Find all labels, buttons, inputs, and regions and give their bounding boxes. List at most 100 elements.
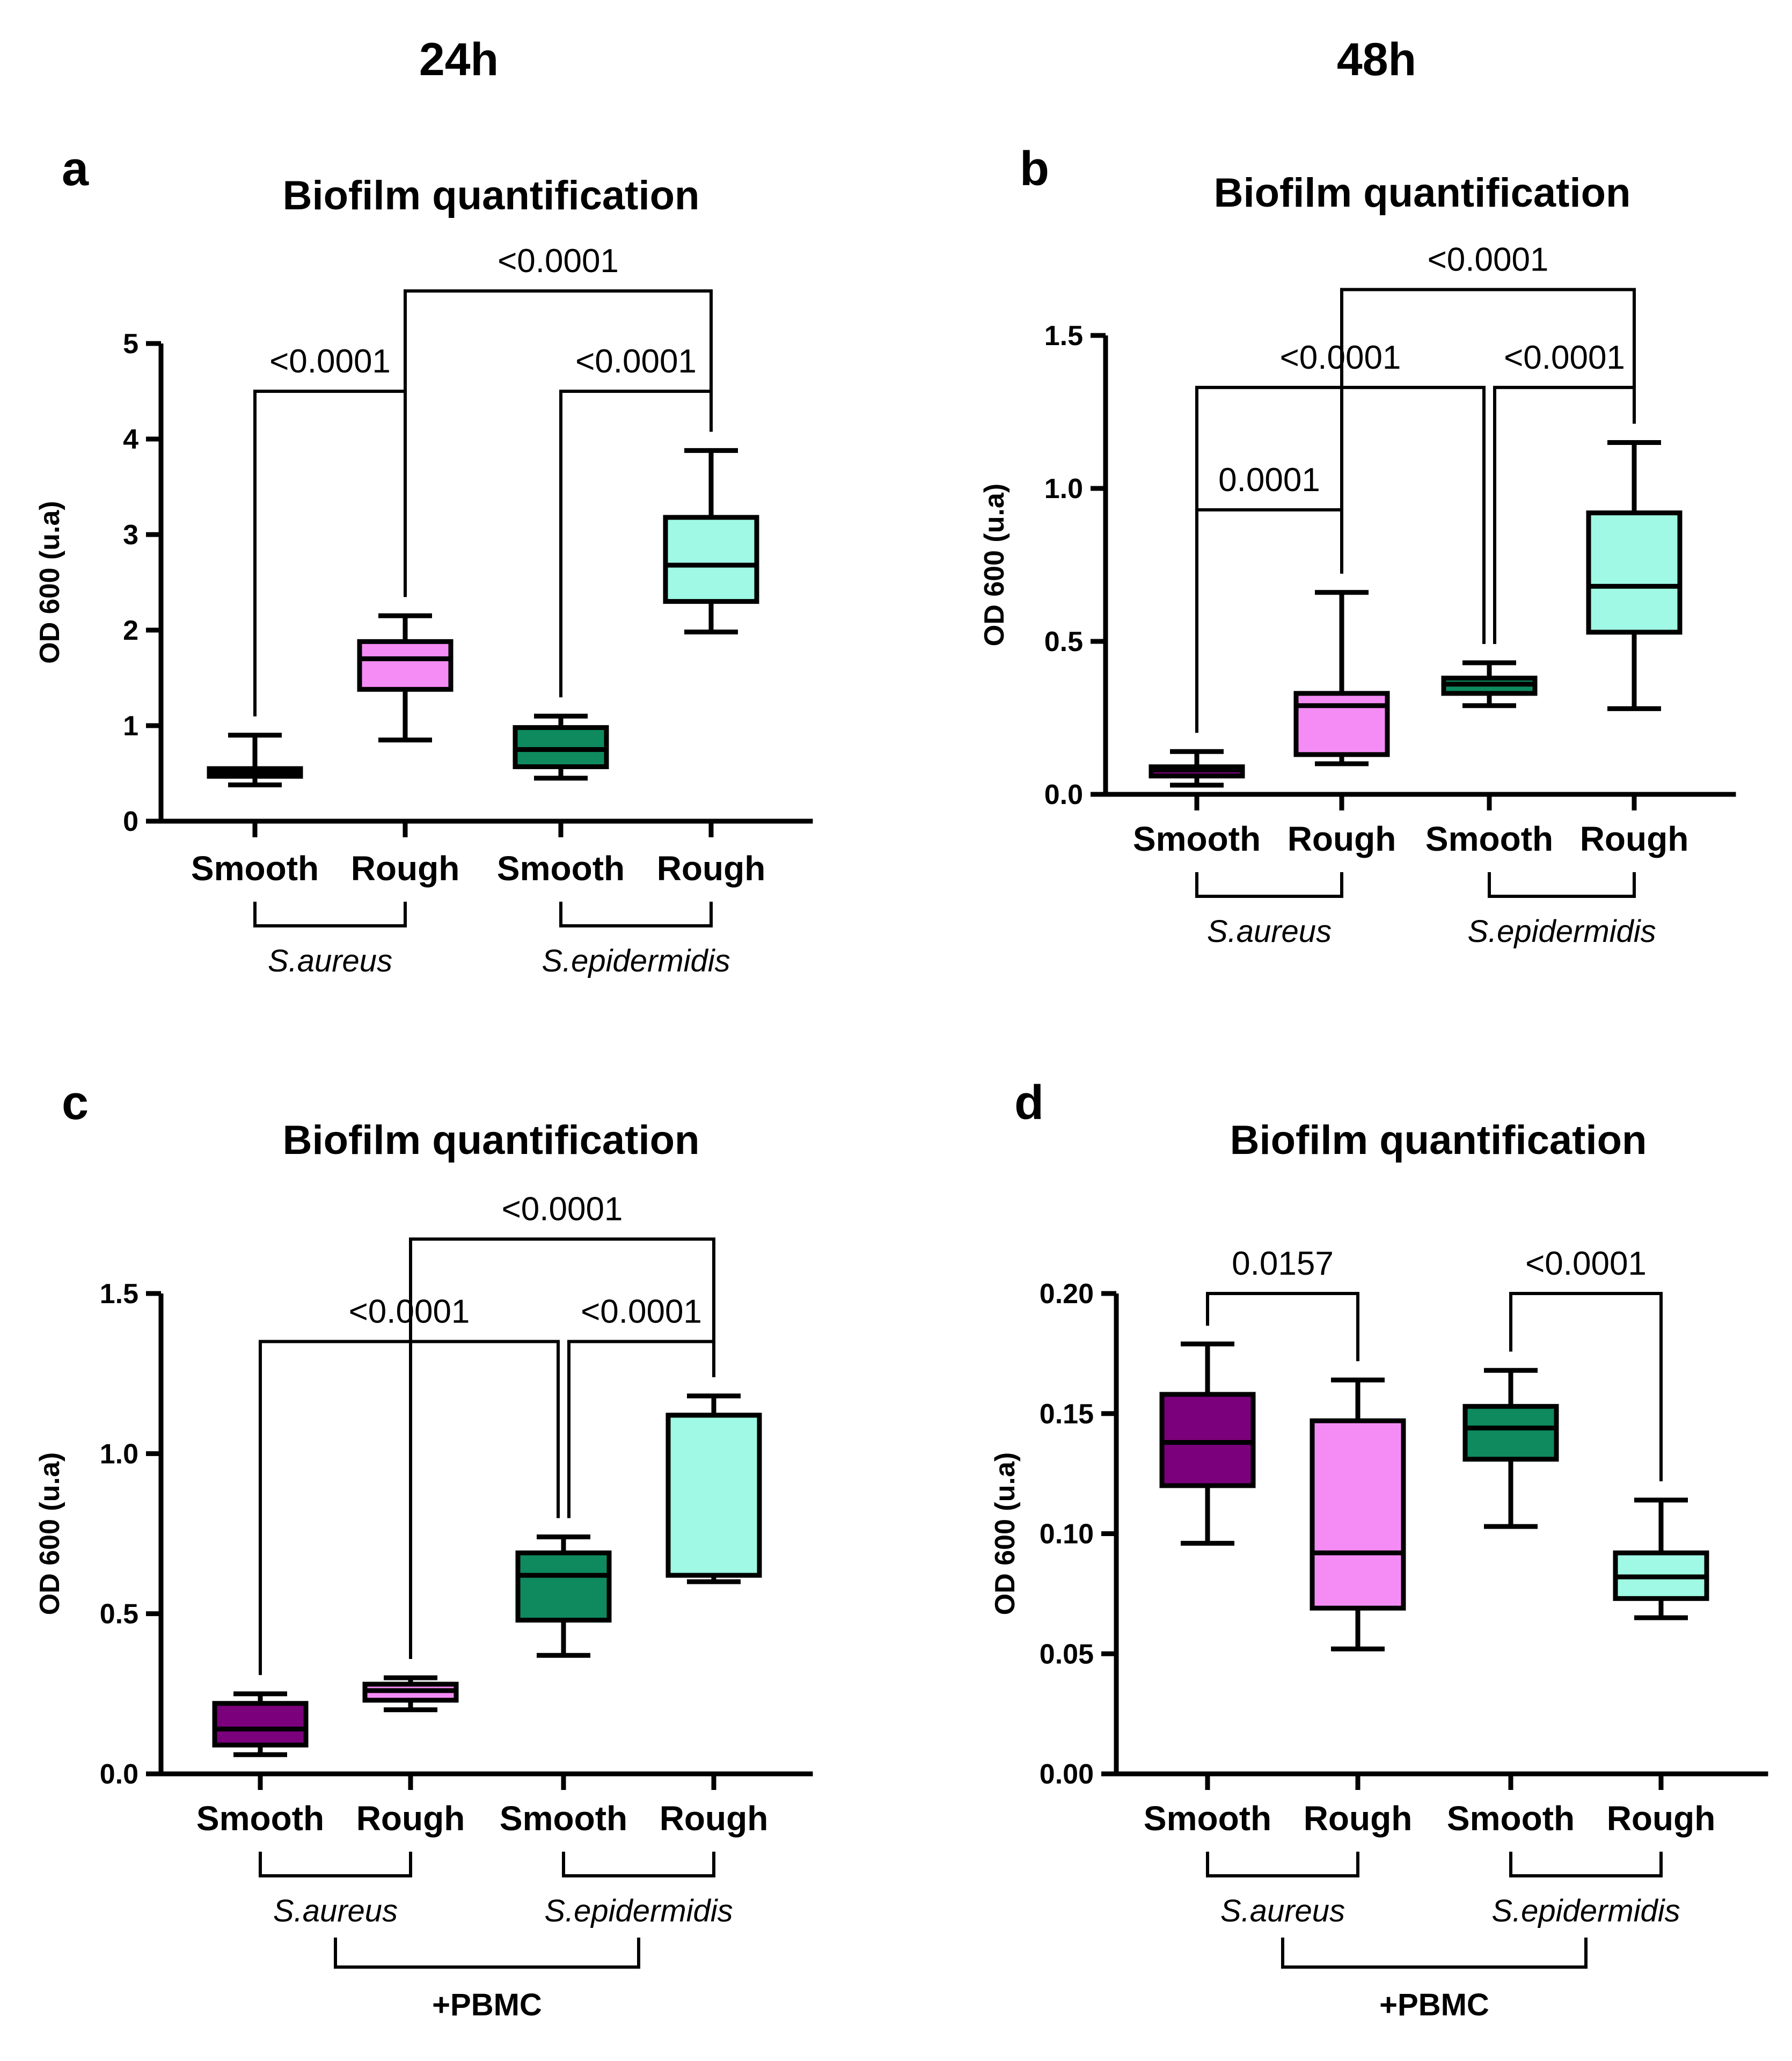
- group-bracket-line: [1195, 872, 1343, 898]
- bracket-line: [409, 1237, 715, 1659]
- y-tick-label: 0.10: [1040, 1519, 1094, 1550]
- p-value-label: <0.0001: [575, 343, 697, 380]
- box-smooth-2: [513, 713, 609, 781]
- y-axis-label: OD 600 (u.a): [990, 1452, 1021, 1615]
- pbmc-bracket-line: [1281, 1938, 1588, 1969]
- p-value-label: <0.0001: [269, 343, 391, 380]
- p-value-label: 0.0157: [1232, 1245, 1334, 1282]
- x-tick-label: Rough: [1304, 1799, 1413, 1838]
- box-rough-1: [357, 613, 454, 743]
- x-tick-label: Rough: [657, 849, 766, 888]
- group-bracket-line: [253, 902, 407, 927]
- box-rough-1: [1293, 590, 1390, 766]
- iqr-box: [357, 639, 454, 692]
- x-tick-label: Rough: [356, 1799, 465, 1838]
- x-tick-label: Smooth: [1144, 1799, 1271, 1838]
- chart-title: Biofilm quantification: [283, 1117, 700, 1163]
- x-tick-label: Smooth: [500, 1799, 627, 1838]
- box-smooth-0: [1159, 1341, 1256, 1546]
- x-tick-label: Rough: [660, 1799, 769, 1838]
- p-value-label: 0.0001: [1218, 462, 1320, 499]
- box-smooth-2: [515, 1534, 612, 1658]
- group-bracket: S.aureus: [253, 902, 407, 978]
- bracket-line: [1509, 1292, 1663, 1481]
- y-tick-label: 1.5: [1044, 320, 1083, 352]
- box-smooth-2: [1441, 660, 1538, 708]
- group-bracket-line: [1509, 1852, 1663, 1877]
- x-tick-label: Rough: [1607, 1799, 1716, 1838]
- panel-b: b Biofilm quantification OD 600 (u.a) 0.0 0.…: [979, 142, 1736, 949]
- y-tick-label: 0.0: [1044, 779, 1083, 810]
- iqr-box: [1293, 691, 1390, 757]
- group-label: S.epidermidis: [1467, 914, 1656, 949]
- y-tick-label: 0.5: [100, 1599, 138, 1630]
- y-axis-label: OD 600 (u.a): [34, 501, 65, 663]
- panel-label: c: [62, 1076, 89, 1130]
- column-header-48h: 48h: [1337, 34, 1416, 85]
- chart-title: Biofilm quantification: [283, 173, 700, 218]
- box-rough-3: [665, 1393, 762, 1584]
- iqr-box: [1310, 1418, 1406, 1611]
- iqr-box: [663, 515, 759, 604]
- group-label: S.aureus: [1220, 1894, 1345, 1928]
- box-smooth-0: [1149, 749, 1245, 788]
- y-tick-label: 1.5: [100, 1278, 138, 1310]
- iqr-box: [665, 1413, 762, 1578]
- p-value-label: <0.0001: [581, 1293, 702, 1331]
- group-bracket-line: [559, 902, 713, 927]
- group-label: S.epidermidis: [542, 944, 730, 978]
- x-tick-label: Smooth: [497, 849, 625, 888]
- iqr-box: [212, 1701, 309, 1748]
- panel-label: d: [1014, 1076, 1044, 1130]
- y-tick-label: 0.15: [1040, 1399, 1094, 1430]
- column-header-24h: 24h: [419, 34, 499, 85]
- group-bracket-line: [1206, 1852, 1359, 1877]
- group-bracket: S.epidermidis: [542, 902, 730, 978]
- y-tick-label: 0.05: [1040, 1639, 1094, 1670]
- significance-bracket: 0.0157: [1206, 1245, 1359, 1362]
- y-tick-label: 0.5: [1044, 626, 1083, 657]
- pbmc-label: +PBMC: [432, 1987, 542, 2022]
- group-bracket: S.aureus: [1195, 872, 1343, 949]
- y-axis-label: OD 600 (u.a): [34, 1452, 65, 1615]
- y-tick-label: 1.0: [100, 1438, 138, 1470]
- group-bracket: S.epidermidis: [1491, 1852, 1680, 1928]
- bracket-line: [1340, 288, 1636, 574]
- y-tick-label: 4: [123, 424, 138, 455]
- pbmc-bracket-line: [334, 1938, 640, 1969]
- x-tick-label: Rough: [1580, 820, 1689, 858]
- significance-bracket: <0.0001: [404, 243, 713, 597]
- iqr-box: [1462, 1404, 1559, 1462]
- pbmc-bracket: +PBMC: [1281, 1938, 1588, 2022]
- group-bracket: S.aureus: [1206, 1852, 1359, 1928]
- panel-c: c Biofilm quantification OD 600 (u.a) 0.0 0.…: [34, 1076, 813, 2022]
- panel-label: a: [62, 142, 89, 196]
- iqr-box: [515, 1550, 612, 1623]
- bracket-line: [1206, 1292, 1359, 1362]
- significance-bracket: <0.0001: [1509, 1245, 1663, 1481]
- box-rough-3: [663, 448, 759, 635]
- panel-a: a Biofilm quantification OD 600 (u.a) 0 1 2 3 4…: [34, 142, 813, 978]
- chart-title: Biofilm quantification: [1214, 170, 1631, 216]
- y-axis-label: OD 600 (u.a): [979, 484, 1010, 646]
- p-value-label: <0.0001: [498, 243, 619, 280]
- box-rough-1: [362, 1675, 459, 1713]
- pbmc-bracket: +PBMC: [334, 1938, 640, 2022]
- chart-title: Biofilm quantification: [1230, 1117, 1647, 1163]
- box-smooth-0: [212, 1691, 309, 1757]
- y-tick-label: 0.20: [1040, 1278, 1094, 1310]
- panel-d: d Biofilm quantification OD 600 (u.a) 0.00 0…: [990, 1076, 1768, 2022]
- significance-bracket: <0.0001: [559, 343, 713, 698]
- y-tick-label: 1.0: [1044, 473, 1083, 505]
- box-rough-1: [1310, 1377, 1406, 1651]
- p-value-label: <0.0001: [1428, 242, 1549, 279]
- y-tick-label: 2: [123, 615, 138, 646]
- group-label: S.aureus: [1207, 914, 1332, 949]
- iqr-box: [1586, 510, 1683, 635]
- y-tick-label: 0: [123, 806, 138, 837]
- x-tick-label: Smooth: [191, 849, 319, 888]
- group-bracket: S.aureus: [259, 1852, 412, 1928]
- box-rough-3: [1613, 1497, 1709, 1620]
- significance-bracket: <0.0001: [1340, 242, 1636, 574]
